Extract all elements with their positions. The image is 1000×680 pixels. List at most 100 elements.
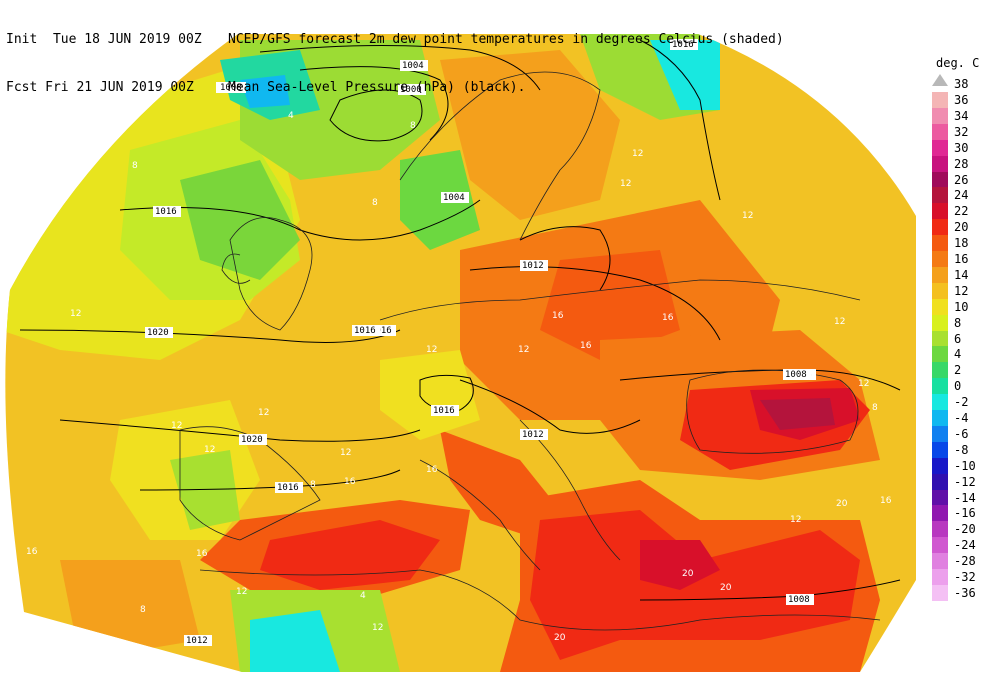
legend-row: 32: [926, 123, 996, 140]
contour-label: 12: [236, 587, 247, 597]
legend-swatch: [932, 410, 948, 426]
legend-row: 26: [926, 171, 996, 188]
legend-row: 36: [926, 92, 996, 108]
legend-label: 30: [954, 140, 969, 155]
legend-label: 34: [954, 108, 969, 123]
contour-label: 16: [426, 465, 438, 475]
contour-label: 8: [140, 605, 146, 615]
legend-swatch: [932, 107, 948, 124]
legend-swatch: [932, 187, 948, 204]
legend-label: 20: [954, 220, 969, 235]
legend-row: -2: [926, 394, 996, 411]
legend-swatch: [932, 251, 948, 267]
legend-swatch: [932, 489, 948, 506]
isobar-label-bg: [145, 327, 173, 338]
legend-label: -10: [954, 458, 976, 473]
legend-swatch: [932, 441, 948, 458]
legend-swatch: [932, 92, 948, 108]
legend-swatch: [932, 123, 948, 140]
legend-row: 18: [926, 235, 996, 252]
isobar-label-bg: [786, 594, 814, 605]
legend-row: 28: [926, 155, 996, 172]
legend-row: 14: [926, 266, 996, 283]
legend-row: 30: [926, 139, 996, 156]
dew-point-contour-labels: 4 8 8 8 12 12 12 12 12 12 12 12 12 12 16 16 16 16 16 16 20 20…: [26, 111, 892, 643]
contour-label: 16: [662, 313, 674, 323]
legend-label: -32: [954, 570, 976, 584]
pressure-isobars: [19, 39, 901, 601]
legend-label: 22: [954, 204, 969, 219]
isobar-label: 1020: [147, 328, 169, 338]
legend-swatch: [932, 425, 948, 442]
legend-label: -20: [954, 522, 976, 537]
isobar-label: 1012: [522, 261, 544, 271]
contour-label: 12: [372, 623, 383, 633]
isobar-label: 1012: [186, 636, 208, 646]
contour-label: 12: [426, 345, 437, 355]
legend-label: 14: [954, 267, 969, 282]
contour-label: 12: [632, 149, 643, 159]
isobar-label-bg: [520, 429, 548, 440]
legend-label: -2: [954, 395, 969, 410]
legend-label: -6: [954, 426, 969, 441]
isobar-label: 1016: [433, 406, 455, 416]
legend-row: -28: [926, 553, 996, 570]
legend-label: 8: [954, 315, 962, 330]
isobar-label-bg: [670, 39, 698, 50]
legend-label: -14: [954, 490, 976, 505]
legend-label: 0: [954, 379, 962, 394]
isobar-label: 1008: [788, 595, 810, 605]
legend-row: -6: [926, 425, 996, 442]
legend-row: 20: [926, 219, 996, 236]
isobar-label: 1016: [370, 326, 392, 336]
legend-label: 2: [954, 363, 962, 378]
contour-label: 8: [372, 198, 378, 208]
contour-label: 12: [70, 309, 81, 319]
legend-label: 10: [954, 299, 969, 314]
legend-label: -24: [954, 538, 976, 553]
legend-row: -12: [926, 473, 996, 490]
legend-row: -20: [926, 521, 996, 538]
overflow-triangle-icon: [932, 74, 948, 86]
legend-label: -8: [954, 442, 969, 457]
legend-swatch: [932, 314, 948, 331]
legend-row: -10: [926, 457, 996, 474]
legend-row: -16: [926, 505, 996, 522]
legend-label: 12: [954, 283, 969, 298]
isobar-label: 1008: [220, 83, 242, 93]
contour-label: 4: [360, 591, 366, 601]
legend-swatch: [932, 330, 948, 347]
legend-label: -28: [954, 554, 976, 569]
legend-swatch: [932, 155, 948, 172]
title-line: NCEP/GFS forecast 2m dew point temperatu…: [228, 32, 784, 47]
contour-label: 12: [858, 379, 869, 389]
legend-row: 4: [926, 346, 996, 363]
isobar-label: 1000: [400, 85, 422, 95]
legend-swatch: [932, 584, 948, 601]
legend-swatch: [932, 298, 948, 315]
legend-swatch: [932, 235, 948, 252]
isobar-label: 1004: [443, 193, 465, 203]
isobar-label-bg: [239, 434, 267, 445]
legend-label: 36: [954, 93, 969, 107]
legend-row: -32: [926, 569, 996, 585]
legend-row: 8: [926, 314, 996, 331]
isobar-label-bg: [441, 192, 469, 203]
legend-swatch: [932, 266, 948, 283]
contour-label: 20: [682, 569, 694, 579]
isobar-label: 1020: [241, 435, 263, 445]
legend-label: 32: [954, 124, 969, 139]
isobar-label-bg: [368, 325, 396, 336]
legend-row: 10: [926, 298, 996, 315]
contour-label: 16: [580, 341, 592, 351]
legend-swatch: [932, 282, 948, 299]
legend-row: -4: [926, 410, 996, 426]
contour-label: 12: [834, 317, 845, 327]
isobar-label: 1004: [402, 61, 424, 71]
contour-label: 16: [880, 496, 892, 506]
legend-label: 28: [954, 156, 969, 171]
isobar-label-bg: [352, 325, 380, 336]
contour-label: 12: [204, 445, 215, 455]
legend-row: 2: [926, 362, 996, 379]
